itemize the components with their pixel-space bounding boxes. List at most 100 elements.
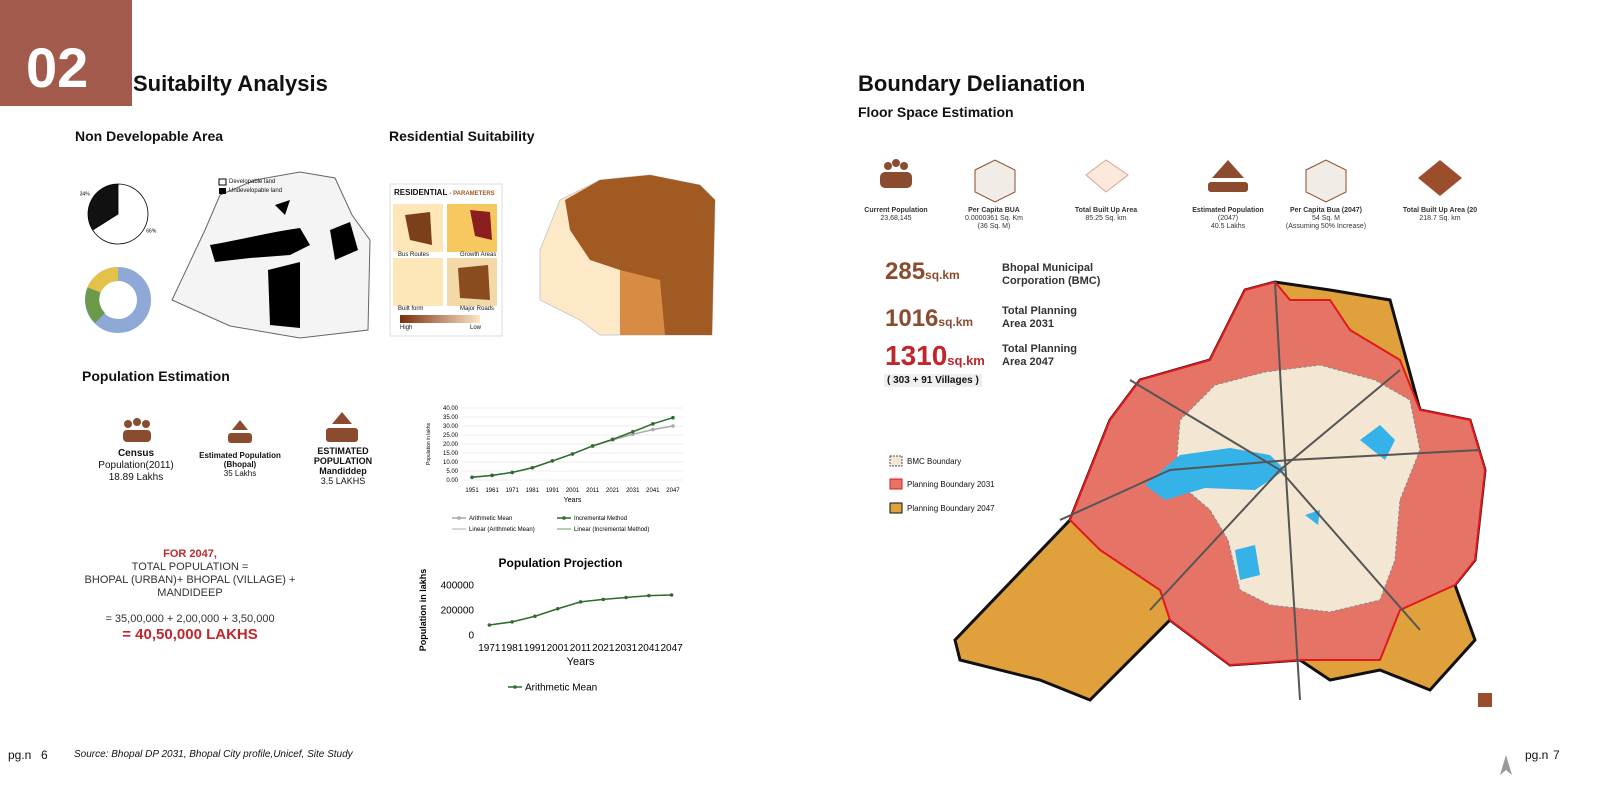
x-axis-title: Years — [564, 497, 582, 504]
area-label-line: Total Planning — [1002, 305, 1077, 317]
legend-swatch — [219, 188, 226, 194]
x-tick-label: 2047 — [666, 488, 680, 494]
y-axis-title: Population in lakhs — [426, 423, 432, 465]
legend-label: Arithmetic Mean — [525, 682, 597, 693]
legend-marker — [457, 516, 461, 520]
x-tick-label: 2001 — [547, 643, 570, 654]
icon-caption: Total Built Up Area 85.25 Sq. km — [1075, 207, 1137, 223]
growth-icon — [326, 412, 358, 442]
y-tick-label: 5.00 — [446, 469, 458, 475]
icon-caption: Per Capita BUA 0.0000361 Sq. Km (36 Sq. M) — [965, 207, 1023, 231]
area-unit: sq.km — [947, 353, 985, 368]
area-unit: sq.km — [925, 268, 960, 282]
marker — [487, 623, 492, 627]
y-axis-title: Population in lakhs — [418, 569, 428, 652]
legend-marker — [562, 516, 566, 520]
legend-label: Planning Boundary 2047 — [907, 504, 995, 513]
icon-label: Per Capita BUA — [968, 207, 1020, 214]
legend-label: Planning Boundary 2031 — [907, 480, 995, 489]
stat-value: 18.89 Lakhs — [108, 472, 164, 483]
area-value: 1016sq.km — [885, 305, 973, 333]
scale-label: Low — [470, 325, 482, 331]
line — [471, 417, 674, 479]
legend-label: Linear (Incremental Method) — [574, 527, 649, 533]
mini-map — [393, 258, 443, 306]
area-label: Total Planning Area 2047 — [1002, 343, 1077, 369]
icon-label: Total Built Up Area — [1074, 207, 1138, 214]
area-number: 1310 — [885, 340, 948, 371]
logo-arrow — [1500, 755, 1512, 775]
stat-value: 35 Lakhs — [223, 469, 257, 478]
marker — [550, 459, 555, 463]
line — [471, 425, 674, 479]
legend-label: Arithmetic Mean — [469, 516, 512, 522]
icon-caption: Per Capita Bua (2047) 54 Sq. M (Assuming 5… — [1286, 207, 1366, 231]
stat: Estimated Population (Bhopal) 35 Lakhs — [199, 451, 281, 478]
x-tick-label: 1981 — [526, 488, 540, 494]
icon-detail: 40.5 Lakhs — [1210, 223, 1246, 230]
scale-label: High — [400, 325, 413, 331]
y-tick-label: 35.00 — [443, 415, 459, 421]
mini-map-feature — [458, 265, 490, 300]
icon-label: Estimated Population — [1192, 207, 1264, 214]
marker — [671, 424, 675, 428]
y-tick-label: 200000 — [441, 605, 475, 616]
mini-map-label: Growth Areas — [460, 252, 497, 258]
area-label-line: Area 2031 — [1002, 318, 1054, 330]
x-tick-label: 1991 — [546, 488, 560, 494]
section-title: Suitabilty Analysis — [133, 71, 328, 96]
y-tick-label: 20.00 — [443, 442, 459, 448]
x-tick-label: 2031 — [615, 643, 638, 654]
area-value: 1310sq.km — [885, 340, 985, 372]
marker — [651, 422, 655, 426]
icon-caption: Current Population 23,68,145 — [864, 207, 927, 223]
formula-line: TOTAL POPULATION = — [131, 561, 249, 573]
icon-caption: Estimated Population (2047) 40.5 Lakhs — [1192, 207, 1264, 231]
legend-swatch — [889, 478, 903, 490]
mini-map-feature — [405, 212, 432, 245]
area-label-line: Total Planning — [1002, 343, 1077, 355]
panel-subtitle: - PARAMETERS — [449, 191, 495, 197]
x-tick-label: 2021 — [606, 488, 620, 494]
marker — [624, 595, 628, 600]
panel-title: RESIDENTIAL — [394, 188, 448, 197]
area-label-line: Bhopal Municipal — [1002, 262, 1094, 274]
icon-detail: 85.25 Sq. km — [1085, 215, 1127, 222]
x-tick-label: 1961 — [485, 488, 499, 494]
marker — [530, 465, 535, 470]
x-tick-label: 1981 — [501, 643, 524, 654]
map-undevelopable — [268, 200, 358, 328]
stat-label: ESTIMATED — [317, 446, 369, 456]
growth-icon — [228, 420, 252, 443]
x-tick-label: 2021 — [592, 643, 615, 654]
icon-label: Total Built Up Area (20 — [1402, 207, 1478, 214]
pie-label: 66% — [146, 228, 157, 234]
roads — [1059, 281, 1481, 701]
map-undevelopable — [210, 228, 310, 262]
marker — [647, 593, 651, 598]
stat-label: Census — [117, 448, 155, 459]
suitability-mid — [620, 270, 665, 335]
donut-segment — [85, 287, 106, 323]
lake — [1235, 425, 1395, 580]
icon-detail: (Assuming 50% Increase) — [1285, 223, 1367, 230]
icon-detail: (2047) — [1217, 215, 1239, 222]
stat: Census Population(2011) 18.89 Lakhs — [98, 448, 173, 484]
pie-label: 34% — [80, 192, 91, 198]
x-tick-label: 1951 — [465, 488, 479, 494]
icon-detail: 0.0000361 Sq. Km — [965, 215, 1023, 222]
icon-detail: (36 Sq. M) — [977, 223, 1011, 230]
x-tick-label: 2031 — [626, 488, 640, 494]
mini-map-feature — [470, 210, 492, 240]
page-number: 7 — [1553, 748, 1560, 762]
x-tick-label: 2041 — [646, 488, 660, 494]
legend-label: Developable land — [229, 179, 276, 185]
marker — [590, 444, 595, 448]
x-tick-label: 2001 — [566, 488, 580, 494]
people-icon — [123, 418, 151, 442]
stat-label: Estimated Population — [199, 451, 281, 460]
heading: Population Estimation — [82, 368, 230, 384]
marker — [651, 427, 655, 432]
